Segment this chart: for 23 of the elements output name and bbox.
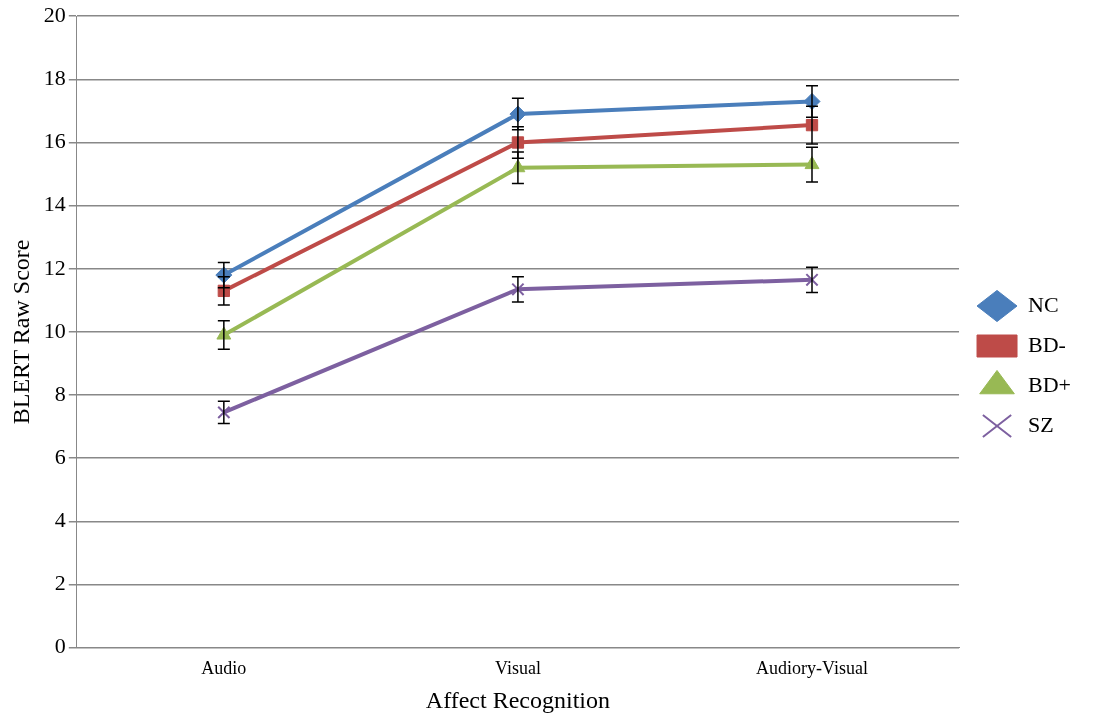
- legend-label: NC: [1028, 291, 1059, 317]
- y-tick-label: 6: [54, 443, 66, 469]
- legend-label: BD-: [1028, 331, 1066, 357]
- y-axis-title: BLERT Raw Score: [7, 239, 34, 425]
- x-tick-label: Audio: [201, 658, 247, 679]
- y-tick-label: 18: [43, 65, 66, 91]
- y-tick-label: 20: [43, 1, 66, 27]
- y-tick-label: 4: [54, 507, 66, 533]
- point: [511, 282, 525, 296]
- x-tick-label: Audiory-Visual: [756, 658, 868, 679]
- y-tick-label: 14: [43, 191, 66, 217]
- point: [805, 273, 819, 287]
- x-tick-label: Visual: [494, 658, 541, 679]
- y-tick-label: 2: [54, 570, 66, 596]
- y-tick-label: 0: [54, 633, 66, 659]
- legend-label: SZ: [1028, 411, 1054, 437]
- y-tick-label: 16: [43, 128, 66, 154]
- legend-label: BD+: [1028, 371, 1071, 397]
- y-tick-label: 8: [54, 380, 66, 406]
- point: [217, 405, 231, 420]
- y-tick-label: 12: [43, 254, 66, 280]
- x-axis-title: Affect Recognition: [425, 686, 610, 713]
- y-tick-label: 10: [43, 317, 66, 343]
